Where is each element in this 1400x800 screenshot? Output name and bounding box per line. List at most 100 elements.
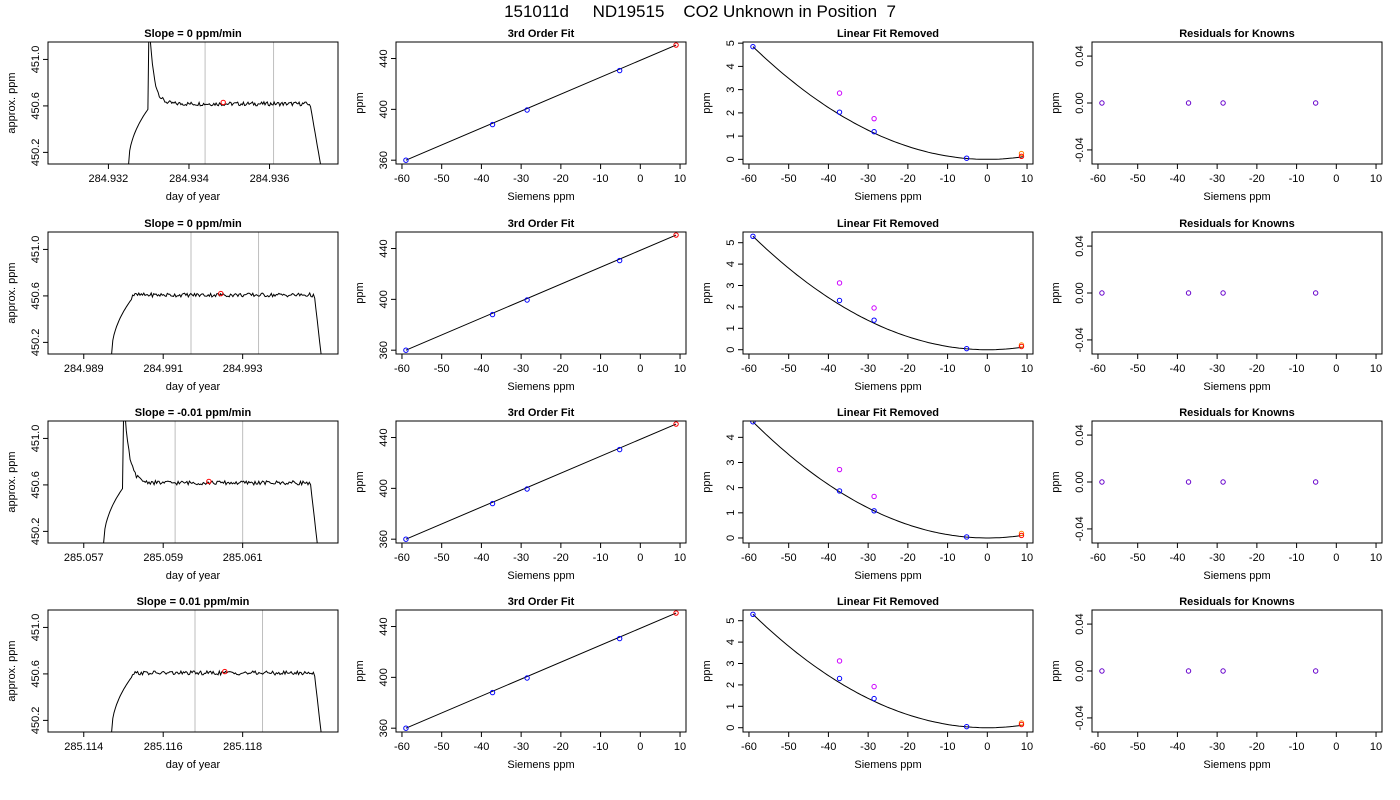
known-point	[871, 317, 877, 323]
x-tick-label: 0	[1333, 173, 1339, 185]
x-tick-label: -50	[781, 173, 797, 185]
panel-r4c3: Linear Fit Removed -60 -50 -40 -30 -20 -10 0 10 0…	[701, 596, 1034, 771]
y-tick-label: 360	[378, 719, 390, 737]
residual-point	[1099, 668, 1105, 674]
known-point	[489, 121, 496, 128]
x-tick-label: -60	[741, 173, 757, 185]
x-tick-label: 285.116	[144, 741, 183, 753]
panel-r2c3: Linear Fit Removed -60 -50 -40 -30 -20 -10 0 10 0…	[701, 218, 1034, 393]
y-axis-label: approx. ppm	[6, 640, 18, 701]
y-tick-label: 450.6	[30, 471, 42, 499]
panel-title: Residuals for Knowns	[1179, 596, 1295, 608]
panel-r3c4: Residuals for Knowns -60 -50 -40 -30 -20 -10 0 1…	[1050, 407, 1383, 582]
y-tick-label: 0.04	[1074, 613, 1086, 634]
plot-area	[103, 421, 318, 543]
x-tick-label: -40	[820, 552, 836, 564]
y-tick-label: 4	[725, 639, 737, 645]
panel-title: Linear Fit Removed	[837, 596, 939, 608]
plot-area	[403, 421, 679, 542]
x-axis-label: day of year	[166, 570, 221, 582]
x-tick-label: 284.989	[64, 363, 104, 375]
plot-frame	[47, 41, 339, 165]
known-point	[524, 107, 530, 113]
x-tick-label: -50	[434, 741, 450, 753]
x-axis-label: day of year	[166, 191, 221, 203]
known-point	[963, 345, 970, 352]
known-point	[524, 486, 530, 492]
x-tick-label: -30	[513, 741, 529, 753]
panel-title: Linear Fit Removed	[837, 407, 939, 419]
y-tick-label: 1	[725, 703, 737, 709]
y-tick-label: 0.04	[1074, 424, 1086, 445]
panel-r3c2: 3rd Order Fit -60 -50 -40 -30 -20 -10 0 10 360 400…	[354, 407, 687, 582]
mean-marker	[206, 478, 212, 485]
x-tick-label: -20	[1249, 173, 1265, 185]
x-tick-label: 0	[637, 173, 643, 185]
x-tick-label: 285.059	[143, 552, 183, 564]
x-tick-label: 0	[637, 741, 643, 753]
y-tick-label: 0.00	[1074, 471, 1086, 492]
known-point	[871, 695, 877, 702]
known-point	[963, 534, 970, 540]
x-tick-label: -10	[1289, 552, 1305, 564]
raw-point	[871, 683, 877, 690]
x-tick-label: -10	[593, 552, 609, 564]
x-tick-label: -60	[394, 552, 410, 564]
x-tick-label: -30	[1209, 741, 1225, 753]
x-tick-label: -40	[820, 173, 836, 185]
y-axis-label: ppm	[701, 471, 713, 492]
y-axis-label: ppm	[354, 660, 366, 681]
known-point	[836, 675, 843, 682]
panel-title: Slope = 0.01 ppm/min	[137, 596, 250, 608]
residual-point	[1312, 668, 1319, 674]
y-tick-label: 2	[725, 110, 737, 116]
y-tick-label: 451.0	[30, 236, 42, 264]
x-tick-label: -30	[860, 173, 876, 185]
residual-point	[1185, 479, 1192, 485]
plot-area	[1099, 668, 1319, 674]
residual-point	[1099, 290, 1105, 296]
x-tick-label: -40	[473, 173, 489, 185]
y-tick-label: 0	[725, 535, 737, 541]
x-tick-label: -60	[1090, 173, 1106, 185]
y-tick-label: 3	[725, 282, 737, 288]
unknown-point	[673, 232, 679, 238]
y-tick-label: 450.2	[30, 518, 42, 546]
x-tick-label: -20	[900, 552, 916, 564]
x-tick-label: -20	[1249, 552, 1265, 564]
y-tick-label: 400	[378, 668, 390, 686]
panel-r4c4: Residuals for Knowns -60 -50 -40 -30 -20 -10 0 1…	[1050, 596, 1383, 771]
x-tick-label: -60	[1090, 363, 1106, 375]
plot-area	[750, 421, 1025, 540]
x-tick-label: 10	[1370, 741, 1382, 753]
residual-point	[1220, 668, 1226, 674]
known-point	[403, 347, 409, 353]
residual-point	[1312, 290, 1319, 296]
y-tick-label: -0.04	[1074, 137, 1086, 162]
x-tick-label: -30	[513, 363, 529, 375]
x-tick-label: -20	[1249, 741, 1265, 753]
x-tick-label: 0	[1333, 552, 1339, 564]
orange-point	[1018, 530, 1025, 537]
fit-line	[405, 423, 677, 540]
orange-point	[1018, 150, 1025, 157]
concentration-trace	[111, 669, 322, 732]
y-tick-label: 3	[725, 459, 737, 465]
x-tick-label: 0	[984, 741, 990, 753]
x-tick-label: -30	[1209, 363, 1225, 375]
x-tick-label: -20	[900, 741, 916, 753]
y-tick-label: 360	[378, 151, 390, 169]
fit-line	[405, 44, 677, 161]
x-tick-label: 10	[1370, 552, 1382, 564]
panel-r1c2: 3rd Order Fit -60 -50 -40 -30 -20 -10 0 10 360 400…	[354, 28, 687, 203]
x-tick-label: -20	[1249, 363, 1265, 375]
y-tick-label: 5	[725, 618, 737, 624]
panel-r1c1: Slope = 0 ppm/min 284.932 284.934 284.936 45…	[6, 28, 339, 203]
mean-marker	[220, 99, 226, 106]
panel-title: 3rd Order Fit	[508, 28, 575, 40]
x-tick-label: -40	[473, 741, 489, 753]
raw-point	[871, 115, 877, 122]
unknown-point	[1018, 532, 1025, 539]
x-tick-label: -50	[1130, 363, 1146, 375]
